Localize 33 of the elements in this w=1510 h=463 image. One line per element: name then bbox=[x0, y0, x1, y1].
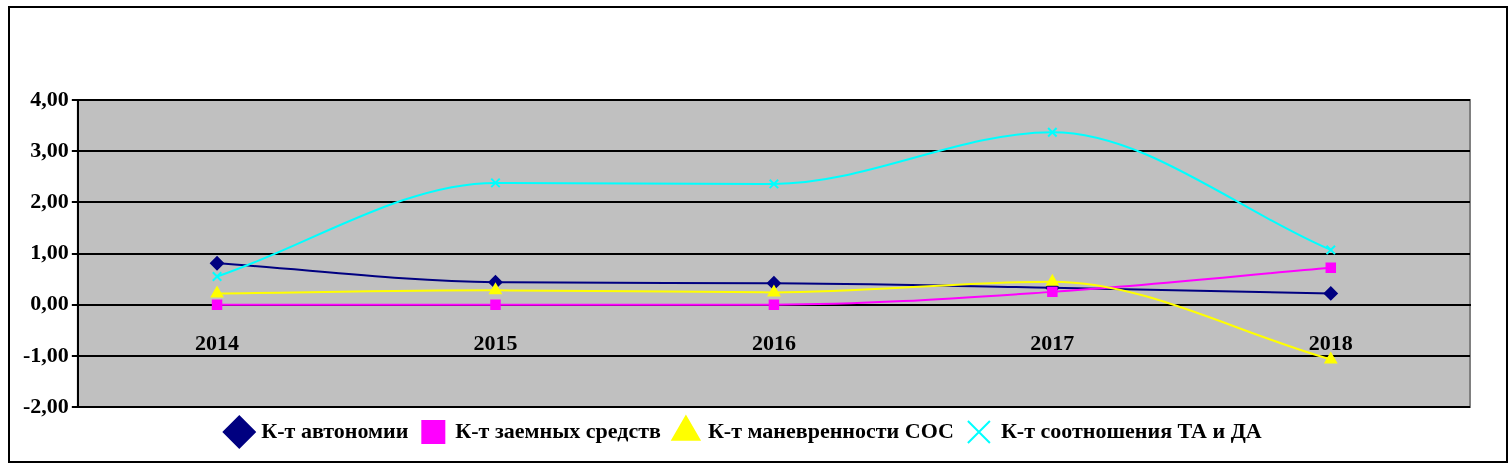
y-tick-label: 0,00 bbox=[30, 290, 69, 316]
point bbox=[210, 286, 224, 298]
point bbox=[490, 177, 501, 189]
point bbox=[489, 283, 502, 295]
point bbox=[767, 285, 781, 297]
legend-label: К-т автономии bbox=[261, 417, 409, 443]
point bbox=[211, 271, 223, 282]
legend-label: К-т соотношения ТА и ДА bbox=[1000, 417, 1262, 443]
y-tick-label: 1,00 bbox=[30, 239, 69, 265]
y-tick-label: -2,00 bbox=[23, 392, 69, 418]
x-tick-label: 2018 bbox=[1308, 329, 1353, 355]
legend-label: К-т маневренности СОС bbox=[707, 417, 954, 443]
point bbox=[490, 299, 501, 310]
point bbox=[1047, 126, 1058, 138]
point bbox=[768, 299, 780, 310]
point bbox=[210, 256, 225, 271]
x-tick-label: 2017 bbox=[1030, 329, 1075, 355]
y-tick-label: 3,00 bbox=[30, 136, 69, 162]
legend-label: К-т заемных средств bbox=[455, 417, 662, 443]
point bbox=[1325, 262, 1337, 274]
x-tick-label: 2015 bbox=[473, 329, 518, 355]
y-tick-label: 4,00 bbox=[30, 85, 69, 111]
y-tick-label: -1,00 bbox=[23, 341, 69, 367]
point bbox=[1325, 244, 1337, 256]
point bbox=[768, 178, 780, 190]
x-tick-label: 2014 bbox=[195, 329, 240, 355]
point bbox=[1324, 352, 1337, 364]
point bbox=[1046, 274, 1059, 286]
y-tick-label: 2,00 bbox=[30, 188, 69, 214]
point bbox=[1323, 286, 1338, 301]
x-tick-label: 2016 bbox=[751, 329, 796, 355]
point bbox=[1047, 286, 1058, 298]
point bbox=[211, 299, 223, 310]
